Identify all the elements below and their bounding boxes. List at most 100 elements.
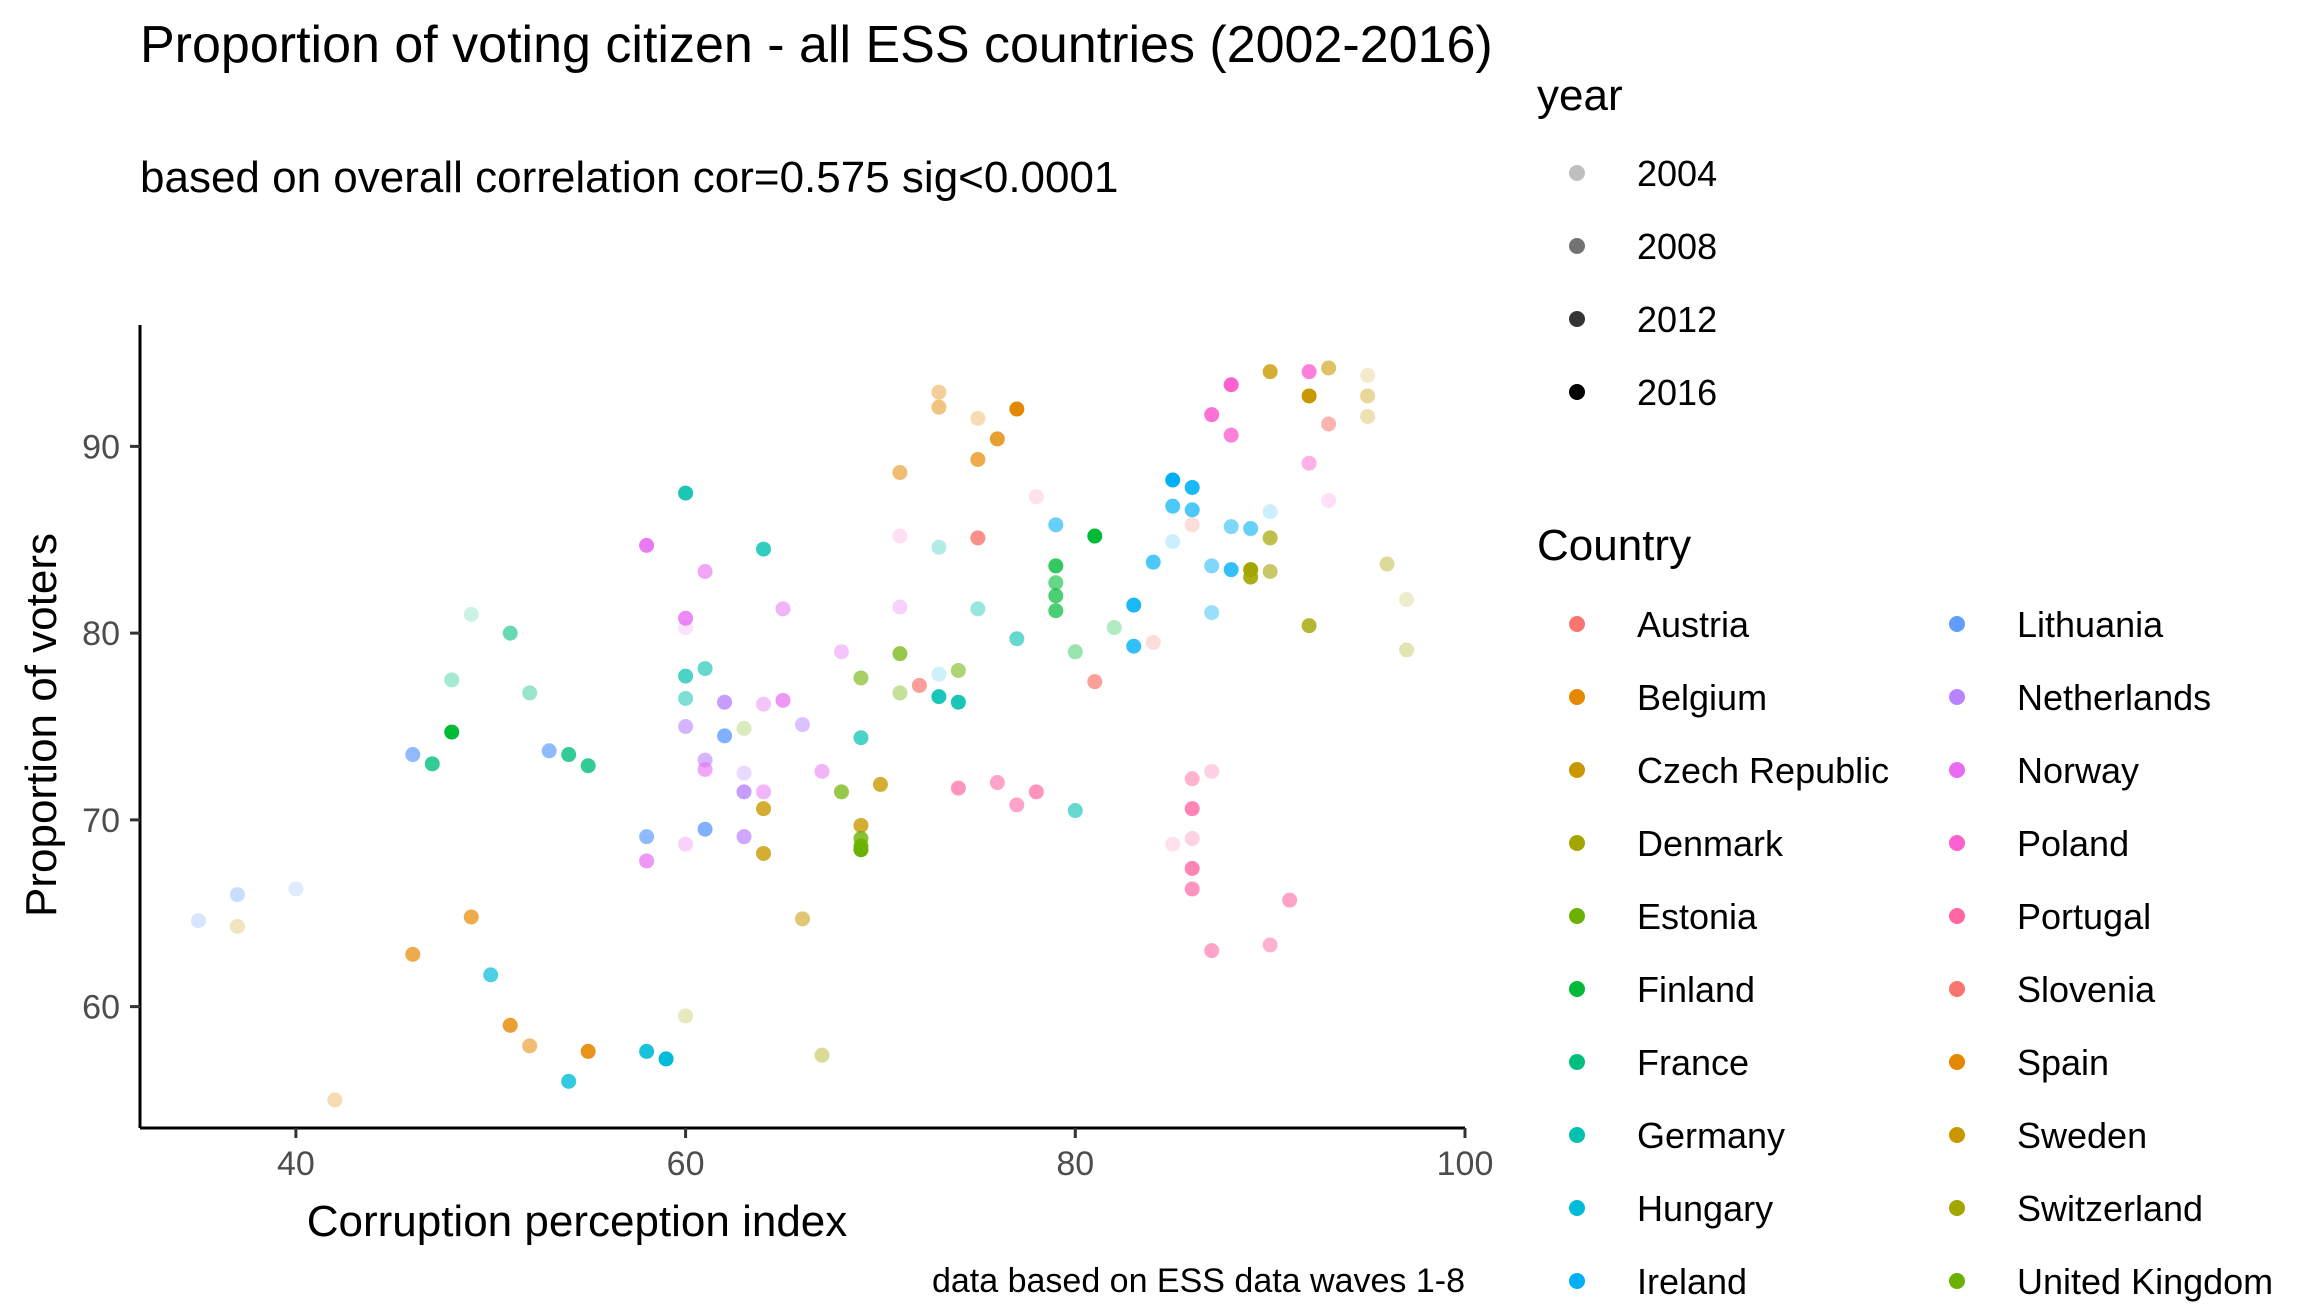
data-point (833, 784, 849, 800)
data-point (1399, 642, 1415, 658)
data-point (1087, 528, 1103, 544)
data-point (1282, 892, 1298, 908)
data-point (736, 784, 752, 800)
x-tick-label: 60 (667, 1145, 705, 1183)
x-tick-label: 100 (1437, 1145, 1494, 1183)
data-point (405, 747, 421, 763)
data-point (1184, 881, 1200, 897)
data-point (756, 801, 772, 817)
country-legend-label: Hungary (1637, 1188, 1773, 1229)
chart-title: Proportion of voting citizen - all ESS c… (140, 16, 1493, 74)
country-legend-key (1949, 762, 1965, 778)
year-legend-label: 2012 (1637, 299, 1717, 340)
data-point (717, 728, 733, 744)
country-legend-key (1569, 689, 1585, 705)
country-legend-key (1949, 981, 1965, 997)
data-point (522, 685, 538, 701)
country-legend-label: Spain (2017, 1042, 2109, 1083)
country-legend-key (1569, 1273, 1585, 1289)
data-point (678, 610, 694, 626)
chart-caption: data based on ESS data waves 1-8 (932, 1262, 1465, 1300)
data-point (931, 689, 947, 705)
data-point (1360, 409, 1376, 425)
data-point (580, 1043, 596, 1059)
data-point (931, 539, 947, 555)
data-point (697, 761, 713, 777)
data-point (1028, 489, 1044, 505)
data-point (1184, 517, 1200, 533)
country-legend-key (1569, 1200, 1585, 1216)
data-point (1262, 530, 1278, 546)
data-point (756, 541, 772, 557)
data-point (561, 747, 577, 763)
country-legend-label: Sweden (2017, 1115, 2147, 1156)
country-legend-key (1569, 981, 1585, 997)
x-tick-label: 40 (277, 1145, 315, 1183)
country-legend-key (1949, 1273, 1965, 1289)
year-legend-key (1569, 238, 1585, 254)
data-point (1165, 836, 1181, 852)
data-point (736, 720, 752, 736)
x-tick-label: 80 (1056, 1145, 1094, 1183)
data-point (1009, 631, 1025, 647)
data-point (678, 620, 694, 636)
data-point (892, 528, 908, 544)
data-point (1028, 784, 1044, 800)
country-legend-label: Norway (2017, 750, 2139, 791)
data-point (561, 1073, 577, 1089)
data-point (697, 564, 713, 580)
points-layer (190, 360, 1415, 1108)
data-point (892, 646, 908, 662)
data-point (931, 399, 947, 415)
data-point (1048, 575, 1064, 591)
data-point (502, 1017, 518, 1033)
country-legend-label: Poland (2017, 823, 2129, 864)
data-point (1301, 618, 1317, 634)
data-point (639, 853, 655, 869)
data-point (1399, 592, 1415, 608)
data-point (931, 384, 947, 400)
country-legend-label: Ireland (1637, 1261, 1747, 1302)
country-legend-key (1569, 835, 1585, 851)
country-legend-key (1569, 762, 1585, 778)
data-point (1223, 562, 1239, 578)
y-tick-label: 90 (82, 428, 120, 466)
country-legend-label: Denmark (1637, 823, 1784, 864)
data-point (444, 724, 460, 740)
data-point (736, 829, 752, 845)
data-point (931, 666, 947, 682)
data-point (775, 692, 791, 708)
country-legend-label: Finland (1637, 969, 1755, 1010)
data-point (1204, 558, 1220, 574)
data-point (814, 1047, 830, 1063)
data-point (1360, 367, 1376, 383)
data-point (697, 661, 713, 677)
data-point (1048, 603, 1064, 619)
data-point (717, 694, 733, 710)
data-point (892, 465, 908, 481)
data-point (658, 1051, 674, 1067)
data-point (970, 601, 986, 617)
data-point (678, 668, 694, 684)
data-point (463, 909, 479, 925)
country-legend-label: Austria (1637, 604, 1750, 645)
x-axis-label: Corruption perception index (307, 1197, 848, 1246)
data-point (190, 913, 206, 929)
y-axis-label: Proportion of voters (17, 533, 66, 917)
country-legend-label: Czech Republic (1637, 750, 1889, 791)
country-legend-label: Slovenia (2017, 969, 2156, 1010)
country-legend-key (1949, 616, 1965, 632)
data-point (795, 717, 810, 733)
data-point (1301, 388, 1317, 404)
data-point (1321, 493, 1337, 509)
data-point (483, 967, 499, 983)
country-legend-key (1569, 1127, 1585, 1143)
y-tick-group: 60 70 80 90 (82, 428, 140, 1027)
country-legend-label: Lithuania (2017, 604, 2164, 645)
data-point (814, 763, 830, 779)
data-point (911, 677, 927, 693)
data-point (1048, 558, 1064, 574)
data-point (1321, 416, 1337, 432)
data-point (502, 625, 518, 641)
data-point (853, 730, 869, 746)
